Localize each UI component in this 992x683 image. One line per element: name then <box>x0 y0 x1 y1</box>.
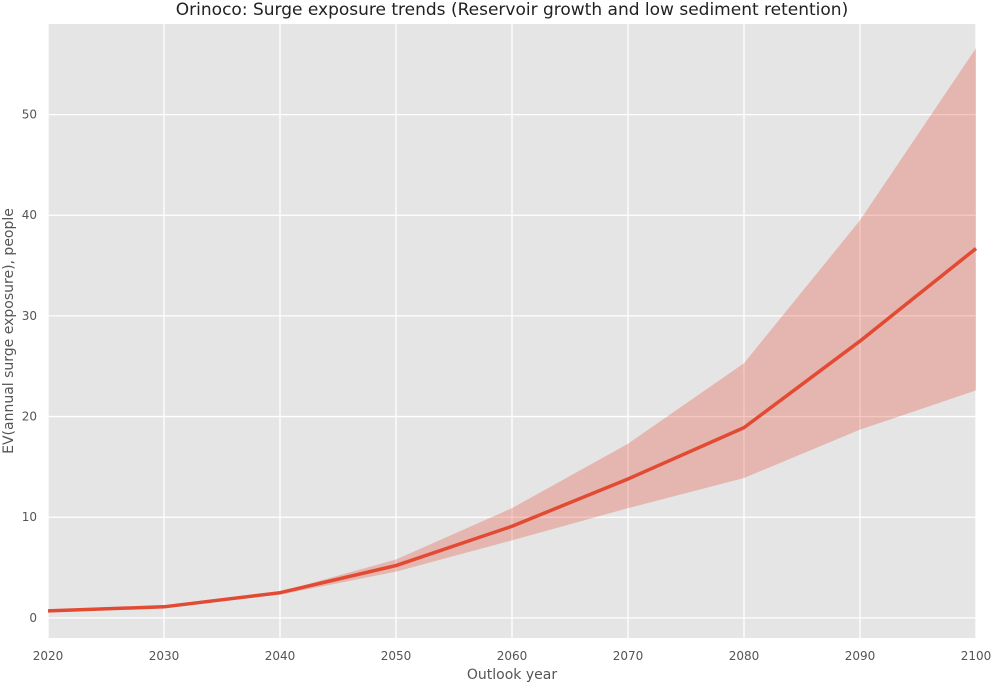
x-tick-label: 2060 <box>497 649 528 663</box>
x-tick-label: 2020 <box>33 649 64 663</box>
series-line <box>47 247 978 613</box>
grid <box>47 24 977 638</box>
confidence-band <box>48 48 976 611</box>
confidence-bands <box>48 48 976 611</box>
y-tick-label: 10 <box>22 510 37 524</box>
x-tick-label: 2080 <box>729 649 760 663</box>
x-tick-label: 2030 <box>149 649 180 663</box>
y-tick-label: 30 <box>22 309 37 323</box>
series-lines <box>47 247 978 613</box>
y-tick-labels: 0 10 20 30 40 50 <box>22 108 37 625</box>
x-tick-label: 2070 <box>613 649 644 663</box>
y-tick-label: 20 <box>22 410 37 424</box>
x-tick-label: 2050 <box>381 649 412 663</box>
y-tick-label: 0 <box>29 611 37 625</box>
chart-title: Orinoco: Surge exposure trends (Reservoi… <box>176 0 848 20</box>
x-tick-labels: 2020 2030 2040 2050 2060 2070 2080 2090 2100 <box>33 649 992 663</box>
x-axis-label: Outlook year <box>467 667 557 683</box>
x-tick-label: 2040 <box>265 649 296 663</box>
y-tick-label: 50 <box>22 108 37 122</box>
x-tick-label: 2090 <box>845 649 876 663</box>
y-axis-label: EV(annual surge exposure), people <box>1 208 17 454</box>
y-tick-label: 40 <box>22 208 37 222</box>
x-tick-label: 2100 <box>961 649 992 663</box>
